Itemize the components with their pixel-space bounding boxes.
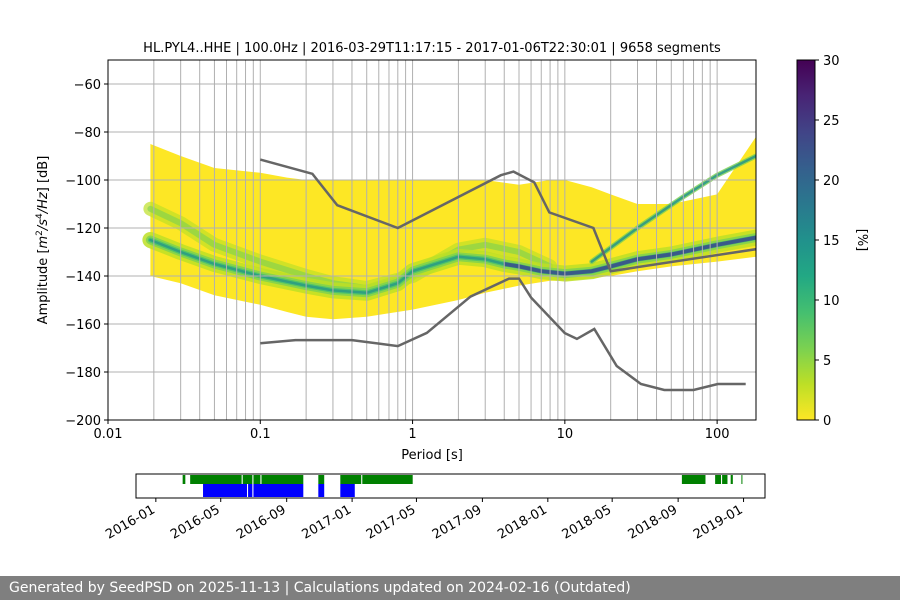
processed-data-segment <box>203 484 247 497</box>
y-axis: −200 −180 −160 −140 −120 −100 −80 −60 <box>65 78 108 429</box>
y-tick-label: −200 <box>65 414 101 429</box>
processed-data-segment <box>318 484 325 497</box>
colorbar <box>796 59 816 421</box>
available-data-segment <box>681 475 706 484</box>
timeline-tick-label: 2017-01 <box>300 502 355 542</box>
available-data-segment <box>261 475 304 484</box>
y-tick-label: −120 <box>65 222 101 237</box>
colorbar-tick-label: 30 <box>823 54 840 69</box>
y-tick-label: −160 <box>65 318 101 333</box>
timeline-tick-label: 2016-05 <box>168 502 223 542</box>
timeline-tick-label: 2017-05 <box>364 502 419 542</box>
processed-data-segment <box>248 484 253 497</box>
y-tick-label: −60 <box>74 78 101 93</box>
plot-frame <box>107 59 757 421</box>
timeline-tick-label: 2016-01 <box>103 502 158 542</box>
timeline-tick-label: 2018-09 <box>626 502 681 542</box>
x-tick-label: 100 <box>705 427 730 442</box>
x-axis: 0.01 0.1 1 10 100 <box>94 420 730 442</box>
x-tick-label: 1 <box>408 427 416 442</box>
colorbar-ticks: 0 5 10 15 20 25 30 <box>815 54 840 429</box>
nhnm-curve <box>259 158 756 273</box>
available-data-segment <box>730 475 733 484</box>
timeline-tick-label: 2018-05 <box>560 502 615 542</box>
y-tick-label: −140 <box>65 270 101 285</box>
nlnm-curve <box>260 277 746 392</box>
processed-data-segment <box>253 484 304 497</box>
y-tick-label: −180 <box>65 366 101 381</box>
colorbar-tick-label: 15 <box>823 234 840 249</box>
timeline-tick-label: 2018-01 <box>495 502 550 542</box>
colorbar-tick-label: 5 <box>823 354 831 369</box>
timeline-tick-label: 2019-01 <box>691 502 746 542</box>
available-data-segment <box>190 475 242 484</box>
timeline-tick-label: 2016-09 <box>234 502 289 542</box>
available-data-segment <box>362 475 413 484</box>
available-data-segment <box>182 475 186 484</box>
available-data-segment <box>741 475 743 484</box>
chart-title: HL.PYL4..HHE | 100.0Hz | 2016-03-29T11:1… <box>143 41 721 56</box>
y-axis-label: Amplitude [m2/s4/Hz] [dB] <box>35 156 51 325</box>
available-data-segment <box>253 475 261 484</box>
data-availability-timeline: 2016-01 2016-05 2016-09 2017-01 2017-05 2017-… <box>103 473 766 543</box>
available-data-segment <box>722 475 728 484</box>
available-data-segment <box>318 475 325 484</box>
colorbar-tick-label: 25 <box>823 114 840 129</box>
x-tick-label: 0.01 <box>94 427 123 442</box>
x-tick-label: 10 <box>557 427 574 442</box>
colorbar-tick-label: 10 <box>823 294 840 309</box>
psd-figure: HL.PYL4..HHE | 100.0Hz | 2016-03-29T11:1… <box>35 41 869 543</box>
processed-data-segment <box>340 484 355 497</box>
available-data-segment <box>340 475 362 484</box>
footer-status: Generated by SeedPSD on 2025-11-13 | Cal… <box>0 576 900 600</box>
timeline-frame <box>135 473 766 499</box>
y-tick-label: −100 <box>65 174 101 189</box>
y-tick-label: −80 <box>74 126 101 141</box>
available-data-segment <box>242 475 253 484</box>
colorbar-label: [%] <box>854 229 869 252</box>
x-tick-label: 0.1 <box>250 427 271 442</box>
colorbar-tick-label: 0 <box>823 414 831 429</box>
colorbar-tick-label: 20 <box>823 174 840 189</box>
psd-mode-core <box>503 235 756 276</box>
timeline-tick-label: 2017-09 <box>430 502 485 542</box>
available-data-segment <box>715 475 722 484</box>
x-axis-label: Period [s] <box>401 448 463 463</box>
